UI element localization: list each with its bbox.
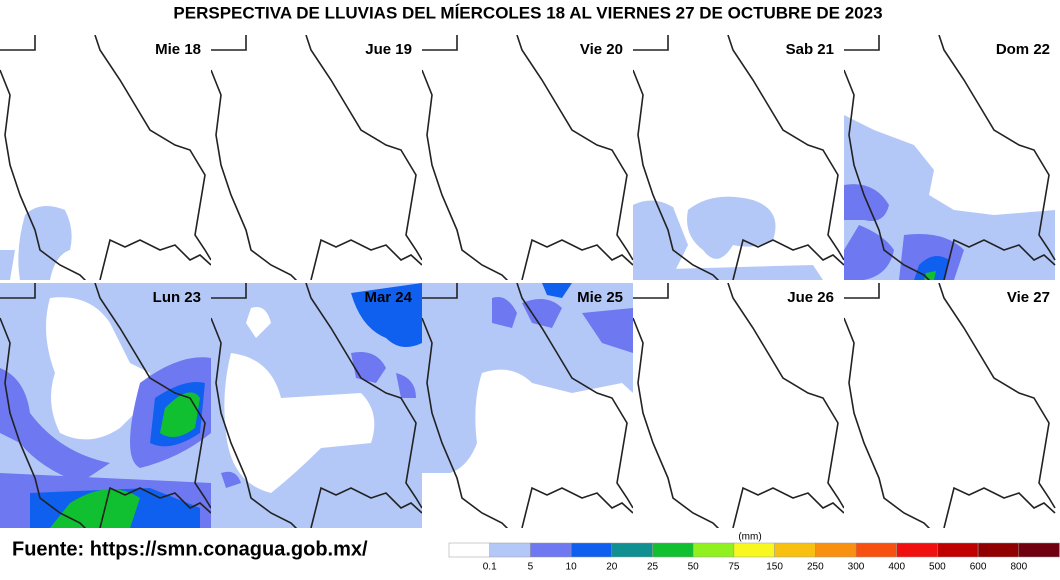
legend-label: 50 xyxy=(688,562,700,573)
legend-swatch xyxy=(489,542,531,558)
rain-area xyxy=(224,353,375,493)
panel-label: Dom 22 xyxy=(996,41,1050,58)
panel-label: Jue 26 xyxy=(787,289,834,306)
panel-label: Mar 24 xyxy=(364,289,412,306)
legend-swatch xyxy=(1018,542,1060,558)
legend-swatch xyxy=(692,542,735,558)
legend-label: 25 xyxy=(647,562,659,573)
legend-swatch xyxy=(815,542,857,558)
legend-swatch xyxy=(937,542,979,558)
panel-label: Jue 19 xyxy=(365,41,412,58)
map-panel: Lun 23 xyxy=(0,283,211,528)
rain-area xyxy=(492,297,517,328)
legend-label: 10 xyxy=(566,562,578,573)
map-panel: Sab 21 xyxy=(633,35,844,280)
legend-swatch xyxy=(611,542,653,558)
legend-label: 600 xyxy=(970,562,987,573)
legend-label: 5 xyxy=(528,562,534,573)
legend-swatch xyxy=(896,542,938,558)
rain-area xyxy=(633,200,688,280)
rain-area xyxy=(542,283,572,298)
panel-label: Vie 20 xyxy=(580,41,623,58)
rain-area xyxy=(582,308,633,353)
panel-bg xyxy=(633,283,844,528)
legend-swatch xyxy=(733,542,775,558)
rain-area xyxy=(50,489,140,528)
legend-label: 0.1 xyxy=(483,562,497,573)
rain-area xyxy=(522,299,562,328)
panel-label: Mie 25 xyxy=(577,289,623,306)
map-panel: Mie 25 xyxy=(422,283,633,528)
rain-area xyxy=(0,368,110,483)
rain-area xyxy=(221,471,241,488)
panel-label: Vie 27 xyxy=(1007,289,1050,306)
panel-bg xyxy=(422,35,633,280)
panel-label: Mie 18 xyxy=(155,41,201,58)
map-panel: Dom 22 xyxy=(844,35,1060,280)
legend-swatch xyxy=(774,542,816,558)
legend-swatch xyxy=(855,542,897,558)
title: PERSPECTIVA DE LLUVIAS DEL MÍERCOLES 18 … xyxy=(173,3,882,22)
legend-label: 800 xyxy=(1010,562,1027,573)
legend-label: 250 xyxy=(807,562,824,573)
rain-area xyxy=(687,196,776,259)
panel-label: Sab 21 xyxy=(786,41,834,58)
map-panel: Vie 20 xyxy=(422,35,633,280)
rain-area xyxy=(422,369,633,528)
legend-label: 20 xyxy=(606,562,618,573)
legend-label: 500 xyxy=(929,562,946,573)
rain-area xyxy=(18,206,72,280)
legend-swatch xyxy=(977,542,1020,558)
rain-area xyxy=(46,297,150,440)
rain-area xyxy=(396,373,416,398)
legend-label: 400 xyxy=(888,562,905,573)
legend-label: 150 xyxy=(766,562,783,573)
legend-swatch xyxy=(448,542,490,558)
rain-area xyxy=(351,283,422,347)
panel-bg xyxy=(211,35,422,280)
rain-area xyxy=(160,392,200,437)
rain-area xyxy=(844,115,1055,280)
map-panel: Vie 27 xyxy=(844,283,1060,528)
map-panel: Mar 24 xyxy=(211,283,422,528)
panel-label: Lun 23 xyxy=(153,289,201,306)
legend-unit: (mm) xyxy=(738,532,761,543)
rain-area xyxy=(633,265,823,280)
rain-area xyxy=(0,250,15,280)
source: Fuente: https://smn.conagua.gob.mx/ xyxy=(12,538,368,560)
map-panel: Mie 18 xyxy=(0,35,211,280)
panel-bg xyxy=(844,283,1060,528)
legend-label: 75 xyxy=(728,562,740,573)
rain-area xyxy=(246,307,271,338)
legend-swatch xyxy=(570,542,613,558)
legend-swatch xyxy=(652,542,694,558)
legend-label: 300 xyxy=(848,562,865,573)
map-panel: Jue 26 xyxy=(633,283,844,528)
map-panel: Jue 19 xyxy=(211,35,422,280)
legend-swatch xyxy=(530,542,572,558)
